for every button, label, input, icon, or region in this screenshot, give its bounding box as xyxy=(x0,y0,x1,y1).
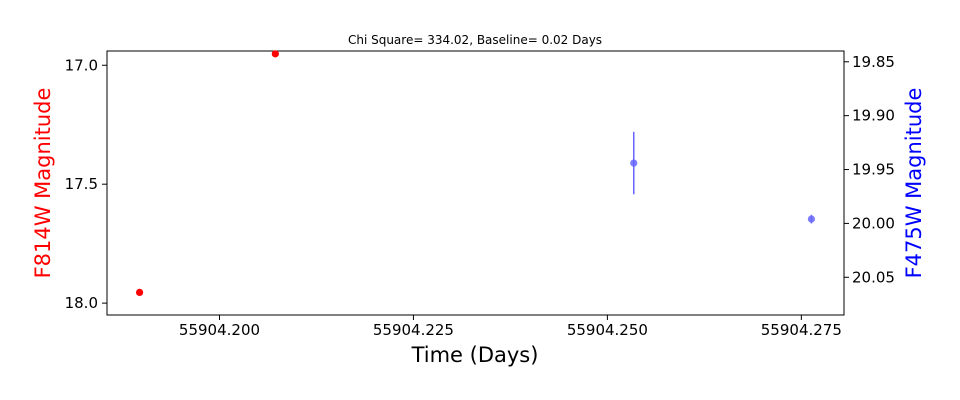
f475w-data-point xyxy=(808,215,815,222)
right-y-tick-label: 19.85 xyxy=(852,53,895,71)
x-tick-label: 55904.250 xyxy=(567,321,648,339)
right-y-tick-label: 20.00 xyxy=(852,214,895,232)
chart-title: Chi Square= 334.02, Baseline= 0.02 Days xyxy=(348,33,602,47)
f814w-data-point xyxy=(136,289,143,296)
data-points xyxy=(136,50,815,296)
right-y-axis-label: F475W Magnitude xyxy=(902,88,926,279)
x-axis-ticks: 55904.200 55904.225 55904.250 55904.275 xyxy=(179,315,842,339)
right-y-tick-label: 19.95 xyxy=(852,161,895,179)
left-y-tick-label: 17.5 xyxy=(65,175,98,193)
left-y-axis-label: F814W Magnitude xyxy=(31,88,55,279)
x-tick-label: 55904.225 xyxy=(373,321,454,339)
left-y-axis-ticks: 17.0 17.5 18.0 xyxy=(65,56,107,312)
left-y-tick-label: 18.0 xyxy=(65,294,98,312)
f475w-data-point xyxy=(630,159,637,166)
right-y-tick-label: 20.05 xyxy=(852,268,895,286)
x-tick-label: 55904.200 xyxy=(179,321,260,339)
x-axis-label: Time (Days) xyxy=(411,343,539,367)
plot-frame xyxy=(107,51,844,315)
right-y-axis-ticks: 19.85 19.90 19.95 20.00 20.05 xyxy=(844,53,895,287)
left-y-tick-label: 17.0 xyxy=(65,56,98,74)
x-tick-label: 55904.275 xyxy=(761,321,842,339)
right-y-tick-label: 19.90 xyxy=(852,107,895,125)
f814w-data-point xyxy=(272,50,279,57)
